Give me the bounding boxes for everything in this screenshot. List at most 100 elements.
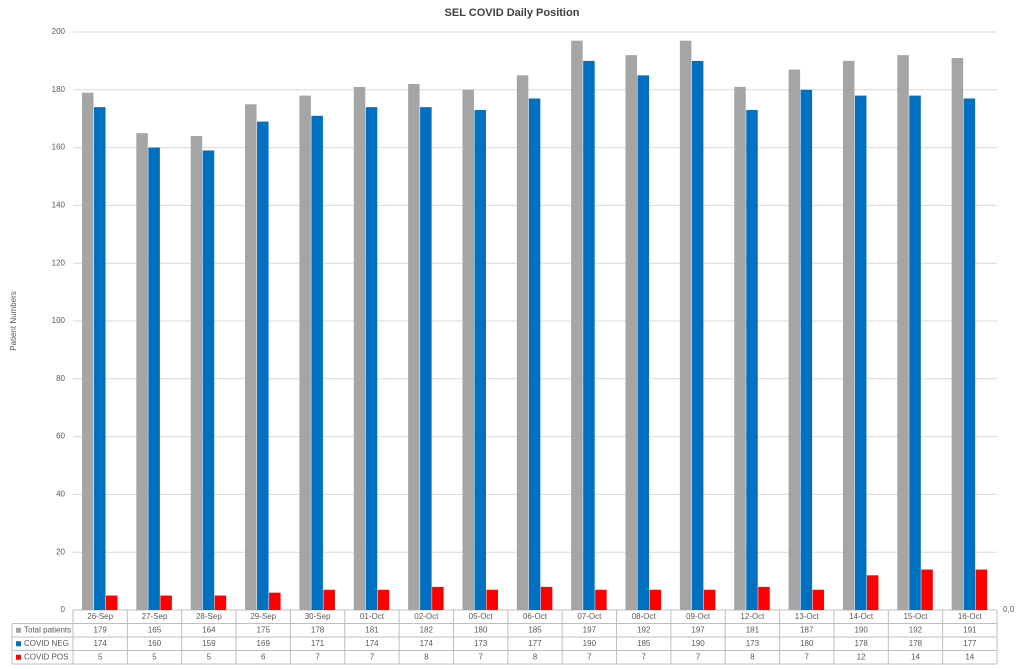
- table-value: 191: [963, 625, 977, 634]
- bar: [691, 60, 704, 610]
- table-value: 14: [965, 652, 974, 661]
- table-value: 7: [641, 652, 646, 661]
- y-tick-label: 60: [56, 432, 65, 441]
- bar: [202, 150, 215, 611]
- bar: [758, 586, 770, 610]
- bar: [486, 589, 498, 610]
- legend-label: COVID POS: [24, 652, 68, 661]
- table-value: 165: [148, 625, 162, 634]
- table-value: 7: [805, 652, 810, 661]
- x-tick-label: 16-Oct: [958, 612, 983, 621]
- table-value: 8: [533, 652, 538, 661]
- y-tick-label: 180: [52, 85, 66, 94]
- table-value: 190: [691, 639, 705, 648]
- y-tick-label: 160: [52, 143, 66, 152]
- bar: [190, 136, 203, 611]
- table-value: 164: [202, 625, 216, 634]
- y-tick-label: 0: [61, 605, 66, 614]
- bar: [637, 75, 650, 611]
- table-value: 177: [963, 639, 977, 648]
- x-tick-label: 27-Sep: [142, 612, 168, 621]
- y-tick-label: 140: [52, 201, 66, 210]
- table-value: 190: [583, 639, 597, 648]
- bar: [734, 86, 746, 610]
- bar: [462, 89, 474, 611]
- table-value: 171: [311, 639, 325, 648]
- table-value: 185: [637, 639, 651, 648]
- table-value: 6: [261, 652, 266, 661]
- table-value: 8: [424, 652, 429, 661]
- table-value: 174: [93, 639, 107, 648]
- table-value: 14: [911, 652, 920, 661]
- table-value: 7: [587, 652, 592, 661]
- bar: [323, 589, 335, 610]
- bar: [245, 104, 257, 610]
- x-tick-label: 28-Sep: [196, 612, 222, 621]
- x-tick-label: 30-Sep: [305, 612, 331, 621]
- bar: [897, 55, 909, 611]
- y-tick-label: 40: [56, 490, 65, 499]
- table-value: 190: [854, 625, 868, 634]
- table-value: 174: [365, 639, 379, 648]
- bar: [812, 589, 825, 610]
- x-tick-label: 15-Oct: [903, 612, 928, 621]
- bar: [963, 98, 976, 610]
- bar: [540, 586, 553, 610]
- table-value: 192: [637, 625, 651, 634]
- table-value: 160: [148, 639, 162, 648]
- bar: [311, 115, 323, 610]
- bar: [909, 95, 921, 610]
- y-axis-label: Patient Numbers: [9, 291, 18, 351]
- bar: [788, 69, 801, 610]
- x-tick-label: 12-Oct: [740, 612, 765, 621]
- bar: [94, 107, 106, 610]
- y-tick-label: 120: [52, 258, 66, 267]
- bar: [136, 133, 148, 610]
- bar: [921, 569, 933, 610]
- bar: [583, 60, 595, 610]
- bar: [625, 55, 638, 611]
- table-value: 169: [257, 639, 271, 648]
- table-value: 178: [854, 639, 868, 648]
- table-value: 182: [420, 625, 434, 634]
- table-value: 7: [315, 652, 320, 661]
- bar: [148, 147, 160, 610]
- bar: [432, 586, 444, 610]
- legend-label: Total patients: [24, 625, 71, 634]
- x-tick-label: 01-Oct: [360, 612, 385, 621]
- bar: [474, 110, 486, 610]
- table-value: 7: [370, 652, 375, 661]
- table-value: 197: [691, 625, 705, 634]
- x-tick-label: 07-Oct: [577, 612, 602, 621]
- legend-swatch: [16, 627, 21, 633]
- table-value: 7: [478, 652, 483, 661]
- bar: [420, 107, 432, 610]
- bar: [595, 589, 607, 610]
- table-value: 7: [696, 652, 701, 661]
- table-value: 8: [750, 652, 755, 661]
- bar: [800, 89, 813, 611]
- table-value: 173: [474, 639, 488, 648]
- bar: [703, 589, 716, 610]
- bar: [377, 589, 390, 610]
- y-tick-label: 80: [56, 374, 65, 383]
- table-value: 179: [93, 625, 107, 634]
- bar: [365, 107, 378, 610]
- y2-tick-label: 0,0: [1003, 605, 1015, 614]
- legend-label: COVID NEG: [24, 639, 69, 648]
- table-value: 159: [202, 639, 216, 648]
- table-value: 178: [909, 639, 923, 648]
- legend-swatch: [16, 641, 21, 647]
- table-value: 175: [257, 625, 271, 634]
- table-value: 181: [746, 625, 760, 634]
- table-value: 180: [800, 639, 814, 648]
- bar: [571, 40, 583, 611]
- bar: [679, 40, 692, 611]
- bar: [353, 86, 366, 610]
- bar: [269, 592, 281, 610]
- table-value: 185: [528, 625, 542, 634]
- table-value: 197: [583, 625, 597, 634]
- bar: [257, 121, 269, 610]
- bar: [842, 60, 855, 610]
- table-value: 181: [365, 625, 379, 634]
